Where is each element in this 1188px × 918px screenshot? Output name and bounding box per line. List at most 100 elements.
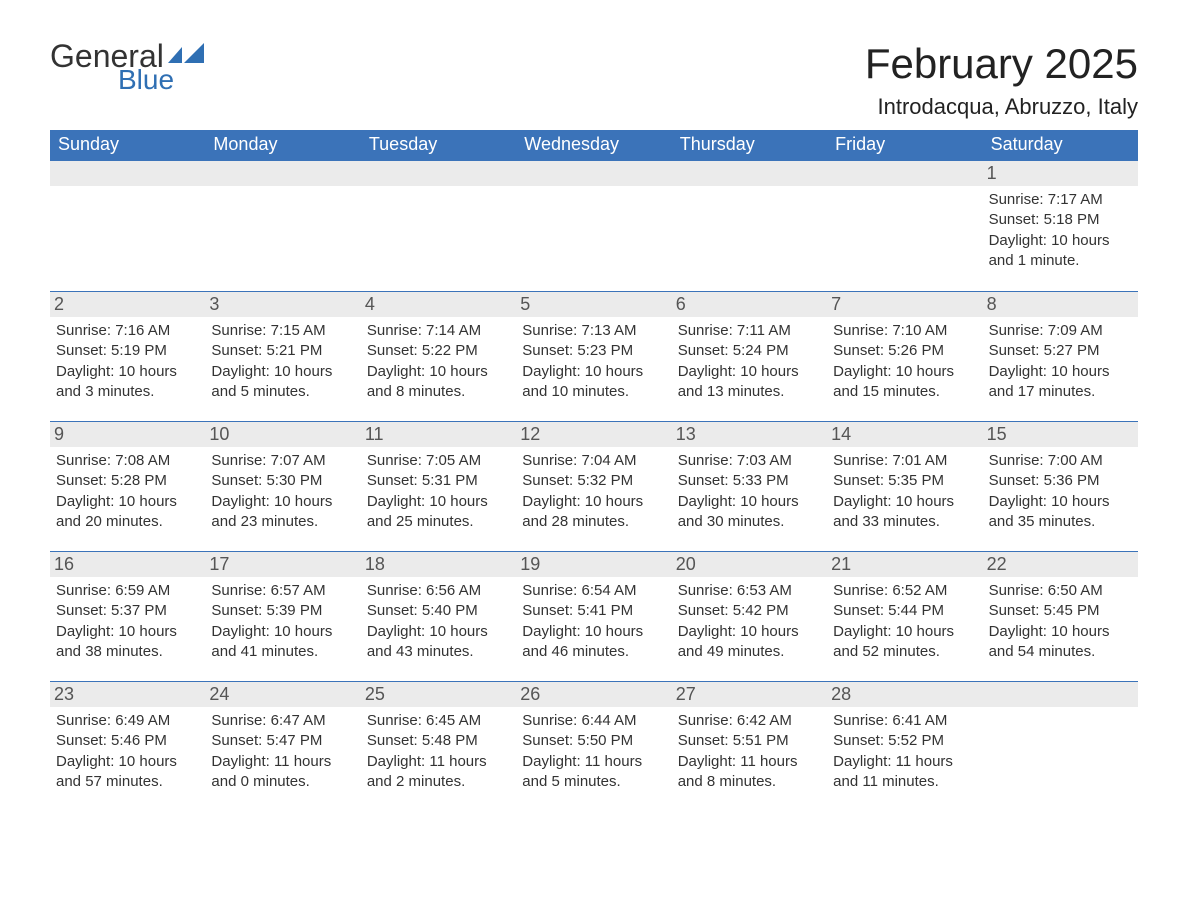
- day-details: Sunrise: 7:01 AMSunset: 5:35 PMDaylight:…: [833, 451, 974, 532]
- calendar-day: .: [50, 161, 205, 291]
- sunset-line: Sunset: 5:50 PM: [522, 731, 663, 751]
- calendar-day: 20Sunrise: 6:53 AMSunset: 5:42 PMDayligh…: [672, 552, 827, 681]
- brand-logo: General Blue: [50, 40, 208, 94]
- sunrise-line: Sunrise: 6:52 AM: [833, 581, 974, 601]
- day-details: Sunrise: 7:04 AMSunset: 5:32 PMDaylight:…: [522, 451, 663, 532]
- calendar-day: 15Sunrise: 7:00 AMSunset: 5:36 PMDayligh…: [983, 422, 1138, 551]
- daylight-line: Daylight: 11 hours and 2 minutes.: [367, 752, 508, 793]
- sunrise-line: Sunrise: 6:50 AM: [989, 581, 1130, 601]
- day-number: 19: [516, 552, 671, 577]
- calendar-day: 28 Sunrise: 6:41 AMSunset: 5:52 PMDayligh…: [827, 682, 982, 811]
- day-number: 13: [672, 422, 827, 447]
- calendar-day: 14 Sunrise: 7:01 AMSunset: 5:35 PMDayligh…: [827, 422, 982, 551]
- calendar-week: ......1Sunrise: 7:17 AMSunset: 5:18 PMDa…: [50, 161, 1138, 291]
- sunrise-line: Sunrise: 7:03 AM: [678, 451, 819, 471]
- calendar-day: .: [205, 161, 360, 291]
- calendar-day: 1Sunrise: 7:17 AMSunset: 5:18 PMDaylight…: [983, 161, 1138, 291]
- sunrise-line: Sunrise: 7:16 AM: [56, 321, 197, 341]
- day-details: Sunrise: 7:08 AMSunset: 5:28 PMDaylight:…: [56, 451, 197, 532]
- calendar-day: 5 Sunrise: 7:13 AMSunset: 5:23 PMDaylight…: [516, 292, 671, 421]
- daylight-line: Daylight: 10 hours and 52 minutes.: [833, 622, 974, 663]
- calendar-day: 11Sunrise: 7:05 AMSunset: 5:31 PMDayligh…: [361, 422, 516, 551]
- calendar-day: 4Sunrise: 7:14 AMSunset: 5:22 PMDaylight…: [361, 292, 516, 421]
- weekday-header: Monday: [205, 130, 360, 161]
- daylight-line: Daylight: 11 hours and 5 minutes.: [522, 752, 663, 793]
- daylight-line: Daylight: 10 hours and 28 minutes.: [522, 492, 663, 533]
- daylight-line: Daylight: 10 hours and 30 minutes.: [678, 492, 819, 533]
- brand-blue: Blue: [118, 66, 208, 94]
- sunrise-line: Sunrise: 7:09 AM: [989, 321, 1130, 341]
- sunrise-line: Sunrise: 7:01 AM: [833, 451, 974, 471]
- day-details: Sunrise: 6:56 AMSunset: 5:40 PMDaylight:…: [367, 581, 508, 662]
- sunset-line: Sunset: 5:23 PM: [522, 341, 663, 361]
- day-details: Sunrise: 6:42 AMSunset: 5:51 PMDaylight:…: [678, 711, 819, 792]
- day-details: Sunrise: 6:49 AMSunset: 5:46 PMDaylight:…: [56, 711, 197, 792]
- day-number: .: [983, 682, 1138, 707]
- sunset-line: Sunset: 5:28 PM: [56, 471, 197, 491]
- sunset-line: Sunset: 5:33 PM: [678, 471, 819, 491]
- daylight-line: Daylight: 10 hours and 17 minutes.: [989, 362, 1130, 403]
- day-number: 26: [516, 682, 671, 707]
- sunset-line: Sunset: 5:51 PM: [678, 731, 819, 751]
- weekday-header: Sunday: [50, 130, 205, 161]
- sunrise-line: Sunrise: 7:15 AM: [211, 321, 352, 341]
- sunset-line: Sunset: 5:24 PM: [678, 341, 819, 361]
- page-title: February 2025: [865, 40, 1138, 88]
- day-details: Sunrise: 7:00 AMSunset: 5:36 PMDaylight:…: [989, 451, 1130, 532]
- sunset-line: Sunset: 5:26 PM: [833, 341, 974, 361]
- day-number: .: [361, 161, 516, 186]
- sunrise-line: Sunrise: 7:14 AM: [367, 321, 508, 341]
- sunrise-line: Sunrise: 7:04 AM: [522, 451, 663, 471]
- sunrise-line: Sunrise: 6:59 AM: [56, 581, 197, 601]
- calendar-day: 27Sunrise: 6:42 AMSunset: 5:51 PMDayligh…: [672, 682, 827, 811]
- sunset-line: Sunset: 5:42 PM: [678, 601, 819, 621]
- daylight-line: Daylight: 10 hours and 41 minutes.: [211, 622, 352, 663]
- daylight-line: Daylight: 10 hours and 8 minutes.: [367, 362, 508, 403]
- sunset-line: Sunset: 5:30 PM: [211, 471, 352, 491]
- sunset-line: Sunset: 5:46 PM: [56, 731, 197, 751]
- day-number: 2: [50, 292, 205, 317]
- day-details: Sunrise: 7:03 AMSunset: 5:33 PMDaylight:…: [678, 451, 819, 532]
- day-number: .: [516, 161, 671, 186]
- sunrise-line: Sunrise: 7:10 AM: [833, 321, 974, 341]
- day-details: Sunrise: 7:16 AMSunset: 5:19 PMDaylight:…: [56, 321, 197, 402]
- location-subtitle: Introdacqua, Abruzzo, Italy: [865, 94, 1138, 120]
- calendar-day: 10Sunrise: 7:07 AMSunset: 5:30 PMDayligh…: [205, 422, 360, 551]
- sunset-line: Sunset: 5:32 PM: [522, 471, 663, 491]
- calendar-day: .: [827, 161, 982, 291]
- calendar-day: 23 Sunrise: 6:49 AMSunset: 5:46 PMDayligh…: [50, 682, 205, 811]
- weekday-header: Tuesday: [361, 130, 516, 161]
- calendar: SundayMondayTuesdayWednesdayThursdayFrid…: [50, 130, 1138, 811]
- calendar-day: 21Sunrise: 6:52 AMSunset: 5:44 PMDayligh…: [827, 552, 982, 681]
- day-number: 28: [827, 682, 982, 707]
- sunrise-line: Sunrise: 6:49 AM: [56, 711, 197, 731]
- day-details: Sunrise: 7:15 AMSunset: 5:21 PMDaylight:…: [211, 321, 352, 402]
- day-number: 6: [672, 292, 827, 317]
- sunset-line: Sunset: 5:31 PM: [367, 471, 508, 491]
- sunrise-line: Sunrise: 7:00 AM: [989, 451, 1130, 471]
- day-number: 7: [827, 292, 982, 317]
- day-number: 23: [50, 682, 205, 707]
- calendar-day: 12 Sunrise: 7:04 AMSunset: 5:32 PMDayligh…: [516, 422, 671, 551]
- day-details: Sunrise: 6:41 AMSunset: 5:52 PMDaylight:…: [833, 711, 974, 792]
- day-number: 12: [516, 422, 671, 447]
- sunrise-line: Sunrise: 7:11 AM: [678, 321, 819, 341]
- daylight-line: Daylight: 10 hours and 10 minutes.: [522, 362, 663, 403]
- day-number: 5: [516, 292, 671, 317]
- calendar-week: 16Sunrise: 6:59 AMSunset: 5:37 PMDayligh…: [50, 551, 1138, 681]
- calendar-day: 18Sunrise: 6:56 AMSunset: 5:40 PMDayligh…: [361, 552, 516, 681]
- weekday-header-row: SundayMondayTuesdayWednesdayThursdayFrid…: [50, 130, 1138, 161]
- day-details: Sunrise: 7:13 AMSunset: 5:23 PMDaylight:…: [522, 321, 663, 402]
- day-details: Sunrise: 6:57 AMSunset: 5:39 PMDaylight:…: [211, 581, 352, 662]
- calendar-day: 6Sunrise: 7:11 AMSunset: 5:24 PMDaylight…: [672, 292, 827, 421]
- day-details: Sunrise: 6:45 AMSunset: 5:48 PMDaylight:…: [367, 711, 508, 792]
- day-number: 25: [361, 682, 516, 707]
- day-number: 14: [827, 422, 982, 447]
- sunrise-line: Sunrise: 7:17 AM: [989, 190, 1130, 210]
- calendar-day: 16Sunrise: 6:59 AMSunset: 5:37 PMDayligh…: [50, 552, 205, 681]
- sunrise-line: Sunrise: 6:41 AM: [833, 711, 974, 731]
- calendar-week: 9Sunrise: 7:08 AMSunset: 5:28 PMDaylight…: [50, 421, 1138, 551]
- daylight-line: Daylight: 11 hours and 0 minutes.: [211, 752, 352, 793]
- sunset-line: Sunset: 5:22 PM: [367, 341, 508, 361]
- calendar-week: 2 Sunrise: 7:16 AMSunset: 5:19 PMDaylight…: [50, 291, 1138, 421]
